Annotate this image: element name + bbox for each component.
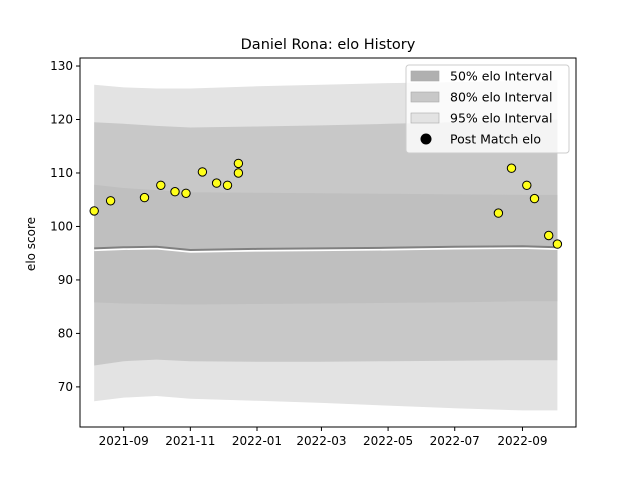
post-match-point	[222, 180, 233, 191]
legend-entry-label: Post Match elo	[450, 132, 541, 147]
post-match-point	[552, 239, 563, 249]
x-tick-label: 2022-05	[363, 434, 413, 448]
chart-title: Daniel Rona: elo History	[241, 37, 416, 53]
post-match-points	[89, 158, 563, 249]
post-match-point	[522, 180, 532, 191]
post-match-point	[181, 188, 191, 199]
y-tick-label: 120	[50, 113, 73, 127]
y-axis: 70 80 90 100 110 120 130	[50, 59, 80, 394]
mean-elo-line	[94, 245, 558, 252]
post-match-point	[89, 206, 99, 216]
post-match-point	[105, 196, 116, 206]
legend-point-swatch	[420, 133, 432, 145]
y-tick-label: 90	[58, 273, 73, 287]
legend-band-swatch	[410, 70, 440, 82]
mean-line-layer	[94, 245, 558, 253]
x-axis: 2021-09 2021-11 2022-01 2022-03 2022-05 2022-…	[99, 427, 548, 448]
post-match-point	[170, 187, 180, 197]
post-match-point	[197, 167, 208, 177]
y-tick-label: 130	[50, 59, 73, 73]
y-tick-label: 70	[58, 380, 73, 394]
x-tick-label: 2022-07	[430, 434, 480, 448]
post-match-point	[506, 163, 517, 173]
post-match-point	[233, 168, 244, 178]
mean-highlight-line	[94, 246, 558, 253]
plot-frame	[79, 57, 577, 428]
legend-entry-label: 50% elo Interval	[450, 69, 552, 84]
x-tick-label: 2021-09	[99, 434, 149, 448]
x-tick-label: 2022-03	[296, 434, 346, 448]
x-tick-label: 2022-01	[232, 434, 282, 448]
legend: 50% elo Interval 80% elo Interval 95% elo …	[405, 64, 570, 154]
post-match-point	[544, 230, 554, 241]
y-tick-label: 100	[50, 219, 73, 233]
legend-entry-label: 95% elo Interval	[450, 111, 552, 126]
y-tick-label: 110	[50, 166, 73, 180]
legend-band-swatch	[410, 91, 440, 103]
plot-area	[89, 79, 563, 411]
post-match-point	[139, 192, 150, 203]
y-tick-label: 80	[58, 326, 73, 340]
post-match-point	[529, 193, 540, 204]
post-match-point	[156, 180, 166, 191]
post-match-point	[211, 178, 222, 188]
band-50-interval	[94, 184, 558, 305]
interval-bands	[94, 79, 558, 411]
legend-box	[405, 64, 570, 154]
post-match-point	[233, 158, 244, 169]
x-tick-label: 2022-09	[497, 434, 547, 448]
x-tick-label: 2021-11	[165, 434, 215, 448]
legend-band-swatch	[410, 112, 440, 124]
post-match-point	[493, 208, 504, 218]
y-axis-label: elo score	[24, 217, 38, 271]
legend-entry-label: 80% elo Interval	[450, 90, 552, 105]
